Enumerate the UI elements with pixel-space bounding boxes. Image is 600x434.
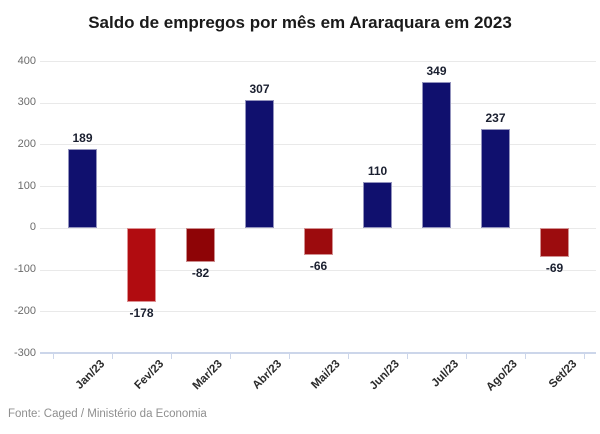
x-category-label: Jun/23 xyxy=(367,358,402,393)
bar-jan-23 xyxy=(68,149,97,228)
bar-mai-23 xyxy=(304,227,333,256)
x-axis-tick xyxy=(466,354,467,359)
x-axis-tick xyxy=(525,354,526,359)
bar-value-label: 189 xyxy=(72,131,93,145)
x-axis-tick xyxy=(53,354,54,359)
gridline xyxy=(40,186,596,188)
bar-value-label: 349 xyxy=(426,64,447,79)
y-tick-label: 200 xyxy=(17,137,36,150)
bar-ago-23 xyxy=(481,129,510,228)
gridline xyxy=(40,61,596,62)
bar-value-label: 110 xyxy=(367,164,388,178)
gridline xyxy=(40,102,596,104)
y-tick-label: -100 xyxy=(13,263,36,276)
y-tick-label: -200 xyxy=(13,304,36,317)
x-category-label: Jul/23 xyxy=(429,358,461,390)
y-tick-label: 100 xyxy=(17,179,36,192)
x-category-label: Set/23 xyxy=(546,358,579,391)
bar-abr-23 xyxy=(245,99,274,228)
bar-value-label: -69 xyxy=(545,260,564,275)
bar-jul-23 xyxy=(422,82,451,228)
bar-value-label: -66 xyxy=(309,259,328,274)
x-axis-tick xyxy=(407,354,408,359)
x-category-label: Ago/23 xyxy=(484,358,520,394)
x-category-label: Jan/23 xyxy=(73,358,107,392)
x-axis-tick xyxy=(112,354,113,359)
bar-fev-23 xyxy=(127,227,156,303)
bar-set-23 xyxy=(540,227,569,257)
x-axis-tick xyxy=(171,354,172,359)
x-axis-tick xyxy=(348,354,349,359)
x-category-label: Mai/23 xyxy=(309,358,343,392)
x-category-label: Fev/23 xyxy=(132,358,166,392)
bar-jun-23 xyxy=(363,182,392,228)
gridline xyxy=(40,311,596,313)
bar-value-label: -178 xyxy=(129,306,154,321)
source-note: Fonte: Caged / Ministério da Economia xyxy=(8,408,207,420)
bar-value-label: 307 xyxy=(249,81,270,96)
x-axis-tick xyxy=(289,354,290,359)
y-tick-label: 300 xyxy=(17,96,36,109)
x-axis-tick xyxy=(230,354,231,359)
y-tick-label: -300 xyxy=(13,346,36,359)
y-tick-label: 400 xyxy=(17,54,36,67)
bar-value-label: 237 xyxy=(485,111,506,125)
bar-mar-23 xyxy=(186,227,215,263)
x-category-label: Mar/23 xyxy=(190,358,225,393)
chart-title: Saldo de empregos por mês em Araraquara … xyxy=(88,13,512,32)
gridline xyxy=(40,144,596,146)
gridline xyxy=(40,269,596,271)
x-axis-tick xyxy=(584,354,585,359)
y-tick-label: 0 xyxy=(29,221,36,234)
x-axis-line xyxy=(40,352,596,354)
bar-value-label: -82 xyxy=(191,266,210,281)
x-category-label: Abr/23 xyxy=(250,358,284,392)
